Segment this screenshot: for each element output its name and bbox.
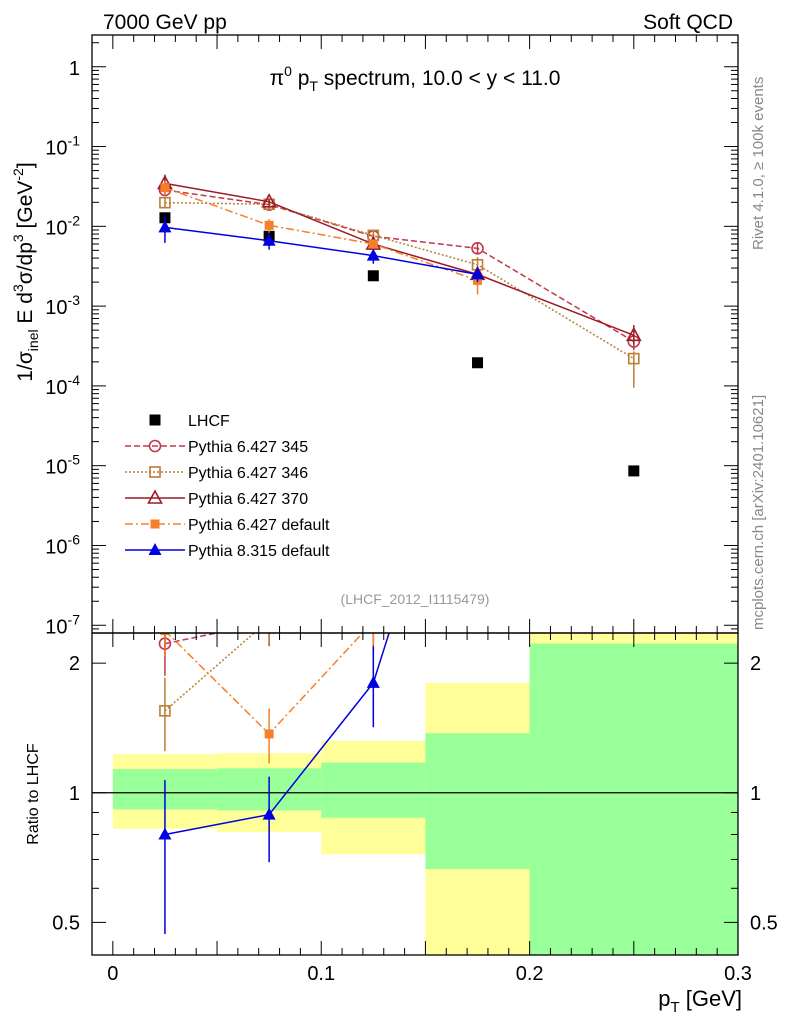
legend-label-lhcf: LHCF xyxy=(188,413,230,430)
x-tick-label: 0.1 xyxy=(307,963,335,985)
ratio-point-p370 xyxy=(263,600,276,612)
legend-label-p345: Pythia 6.427 345 xyxy=(188,439,308,456)
main-y-tick-label: 10-7 xyxy=(45,611,80,638)
x-tick-label: 0.2 xyxy=(516,963,544,985)
ratio-point-p8def xyxy=(366,675,380,688)
main-y-tick-label: 10-1 xyxy=(45,133,80,160)
legend-marker-p346 xyxy=(149,466,161,478)
main-point-p345 xyxy=(471,242,484,255)
main-y-tick-label: 1 xyxy=(69,58,80,80)
ratio-band-inner-2 xyxy=(321,762,426,818)
ratio-point-p346 xyxy=(264,615,274,625)
ratio-point-p370 xyxy=(365,633,382,634)
main-y-tick-label: 10-4 xyxy=(45,372,80,399)
legend-marker-p8def xyxy=(148,543,162,555)
ratio-point-p345 xyxy=(264,617,275,628)
legend: LHCF Pythia 6.427 345 Pythia 6.427 346 Pyth… xyxy=(125,413,330,560)
main-line-p8def xyxy=(164,226,478,276)
legend-marker-p370 xyxy=(147,489,163,504)
ratio-point-p346 xyxy=(159,705,171,717)
main-point-p370 xyxy=(261,193,277,208)
ratio-y-tick-label-right: 1 xyxy=(750,783,761,805)
main-point-p8def xyxy=(471,267,485,280)
ratio-frame xyxy=(91,632,739,956)
ratio-point-p8def xyxy=(262,807,276,820)
rivet-label: Rivet 4.1.0, ≥ 100k events xyxy=(750,77,767,250)
main-title: π0 pT spectrum, 10.0 < y < 11.0 xyxy=(270,63,561,94)
axes-group: 10-7 10-6 10-5 10-4 10-3 10-2 10-1 1 0.5 0.5 1 1 2 2 0… xyxy=(45,34,778,985)
ratio-point-p370 xyxy=(158,600,171,612)
x-tick-label: 0.3 xyxy=(724,963,752,985)
ratio-y-tick-label-left: 2 xyxy=(69,653,80,675)
main-point-p370 xyxy=(625,326,642,342)
ratio-point-p8def xyxy=(471,346,484,358)
ratio-point-p8def xyxy=(158,827,172,840)
ratio-y-axis-label: Ratio to LHCF xyxy=(25,743,42,845)
legend-marker-p6def xyxy=(150,519,160,529)
ratio-y-tick-label-right: 2 xyxy=(750,653,761,675)
main-point-lhcf xyxy=(628,465,640,477)
x-axis-label: pT [GeV] xyxy=(658,986,742,1016)
ratio-point-p345 xyxy=(368,576,379,587)
main-point-p346 xyxy=(159,196,171,209)
main-series-group xyxy=(157,174,642,477)
x-tick-label: 0 xyxy=(107,963,118,985)
legend-marker-lhcf xyxy=(149,414,161,426)
ratio-point-p6def xyxy=(160,633,170,636)
legend-marker-p345 xyxy=(148,439,162,453)
ratio-uncertainty-bands xyxy=(92,633,738,955)
ratio-y-tick-label-left: 1 xyxy=(69,783,80,805)
ratio-point-p346 xyxy=(368,570,378,580)
main-y-tick-label: 10-6 xyxy=(45,531,80,558)
main-point-p346 xyxy=(628,352,640,365)
main-y-tick-label: 10-5 xyxy=(45,452,80,479)
main-line-p370 xyxy=(164,182,635,337)
legend-label-p8def: Pythia 8.315 default xyxy=(188,543,330,560)
legend-label-p346: Pythia 6.427 346 xyxy=(188,465,308,482)
main-point-p8def xyxy=(262,233,276,246)
main-point-p6def xyxy=(264,220,274,230)
legend-label-p6def: Pythia 6.427 default xyxy=(188,517,330,534)
ratio-point-p6def xyxy=(264,729,274,739)
main-y-tick-label: 10-3 xyxy=(45,292,80,319)
header-right: Soft QCD xyxy=(643,11,733,34)
main-point-p6def xyxy=(368,239,378,249)
main-line-p345 xyxy=(164,189,635,343)
main-point-lhcf xyxy=(472,357,484,369)
main-line-p346 xyxy=(164,201,635,360)
mcplots-label: mcplots.cern.ch [arXiv:2401.10621] xyxy=(750,395,767,630)
main-y-tick-label: 10-2 xyxy=(45,212,80,239)
analysis-watermark: (LHCF_2012_I1115479) xyxy=(341,591,490,607)
ratio-band-inner-3 xyxy=(425,733,530,870)
main-line-p6def xyxy=(164,186,478,282)
main-y-axis-label: 1/σinel E d3σ/dp3 [GeV-2] xyxy=(10,162,41,381)
ratio-point-p6def xyxy=(369,617,378,626)
main-point-p8def xyxy=(366,248,380,261)
ratio-band-inner-4 xyxy=(529,643,738,955)
ratio-y-tick-label-left: 0.5 xyxy=(52,912,80,934)
header-left: 7000 GeV pp xyxy=(103,11,227,34)
ratio-line-p8def xyxy=(164,633,390,836)
legend-label-p370: Pythia 6.427 370 xyxy=(188,491,308,508)
main-point-p8def xyxy=(158,220,172,233)
main-point-p6def xyxy=(160,183,170,193)
ratio-y-tick-label-right: 0.5 xyxy=(750,912,778,934)
main-point-lhcf xyxy=(367,270,379,282)
ratio-series-group xyxy=(158,346,484,934)
ratio-line-p370 xyxy=(165,607,373,627)
